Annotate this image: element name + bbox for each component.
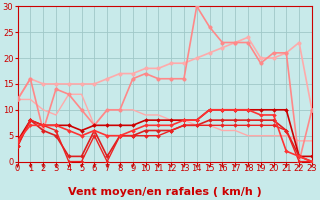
X-axis label: Vent moyen/en rafales ( km/h ): Vent moyen/en rafales ( km/h ): [68, 187, 262, 197]
